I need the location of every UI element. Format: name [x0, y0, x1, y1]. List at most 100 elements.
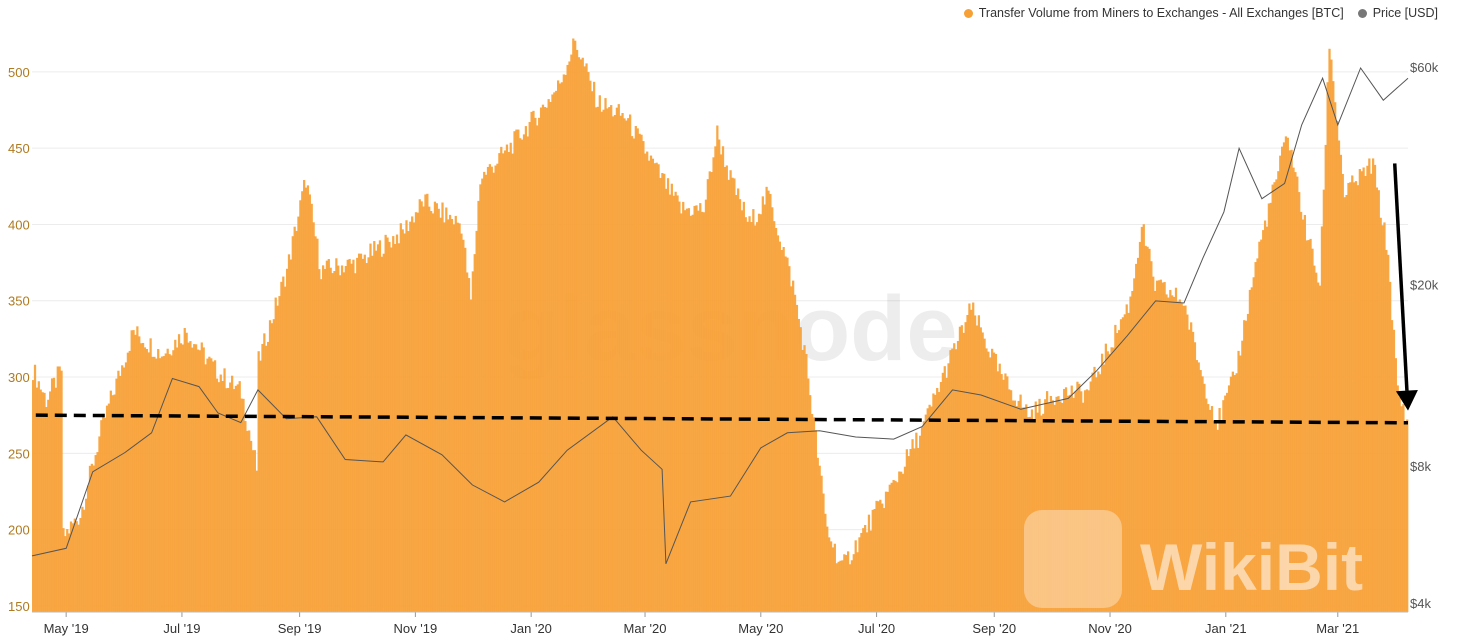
- volume-bar: [81, 506, 84, 612]
- volume-bar: [879, 499, 882, 612]
- volume-bar: [242, 398, 245, 612]
- volume-bar: [1059, 401, 1062, 612]
- volume-bar: [1083, 390, 1087, 612]
- volume-bar: [873, 508, 876, 612]
- volume-bar: [392, 236, 395, 612]
- volume-bar: [301, 191, 304, 613]
- volume-bar: [1190, 322, 1193, 612]
- volume-bar: [1125, 304, 1128, 612]
- volume-bar: [1044, 399, 1047, 612]
- volume-bar: [340, 265, 344, 612]
- volume-bar: [60, 370, 63, 612]
- volume-bar: [350, 263, 353, 612]
- volume-bar: [831, 547, 835, 612]
- volume-bar: [928, 404, 931, 612]
- volume-bar: [335, 258, 338, 612]
- volume-bar: [788, 266, 791, 612]
- volume-bar: [1311, 248, 1314, 612]
- volume-bar: [560, 82, 564, 612]
- volume-bar: [130, 330, 133, 612]
- volume-bar: [86, 485, 90, 612]
- volume-bar: [45, 407, 48, 612]
- volume-bar: [37, 381, 40, 612]
- volume-bar: [594, 107, 598, 612]
- volume-bar: [329, 267, 332, 612]
- volume-bar: [782, 247, 785, 612]
- volume-bar: [320, 279, 323, 612]
- volume-bar: [284, 286, 287, 612]
- volume-bar: [795, 304, 799, 612]
- volume-bar: [1165, 294, 1168, 612]
- volume-bar: [49, 391, 52, 612]
- volume-bar: [464, 247, 467, 612]
- volume-bar: [363, 254, 366, 612]
- volume-bar: [1053, 404, 1056, 612]
- volume-bar: [109, 390, 112, 612]
- volume-bar: [1178, 299, 1181, 612]
- volume-bar: [502, 153, 505, 612]
- legend-item-volume[interactable]: Transfer Volume from Miners to Exchanges…: [963, 6, 1344, 20]
- volume-bar: [1246, 313, 1250, 612]
- volume-bar: [1326, 82, 1329, 612]
- volume-bar: [922, 421, 926, 612]
- x-tick-label: Jan '20: [510, 621, 552, 636]
- volume-bar: [970, 309, 973, 612]
- volume-bar: [380, 256, 383, 612]
- volume-bar: [170, 355, 173, 612]
- volume-bar: [1167, 297, 1170, 612]
- volume-bar: [1114, 324, 1117, 612]
- y-right-tick-label: $4k: [1410, 596, 1431, 611]
- volume-bar: [337, 265, 340, 612]
- volume-bar: [647, 160, 651, 612]
- volume-bar: [147, 352, 150, 612]
- volume-bar: [937, 392, 941, 612]
- volume-bar: [854, 540, 857, 612]
- volume-bar: [953, 343, 956, 612]
- volume-bar: [799, 327, 802, 612]
- volume-bar: [674, 191, 677, 613]
- volume-bar: [693, 205, 696, 612]
- volume-bar: [1301, 219, 1305, 613]
- volume-bar: [744, 217, 747, 613]
- volume-bar: [132, 330, 135, 612]
- volume-bar: [960, 325, 963, 612]
- volume-bar: [176, 347, 179, 612]
- volume-bar: [1383, 222, 1386, 613]
- volume-bar: [593, 81, 596, 613]
- volume-bar: [820, 475, 823, 612]
- volume-bar: [77, 524, 80, 612]
- volume-bar: [325, 260, 329, 612]
- volume-bar: [856, 552, 859, 612]
- volume-bar: [773, 221, 776, 612]
- volume-bar: [100, 420, 103, 612]
- y-left-tick-label: 200: [8, 523, 30, 538]
- volume-bar: [638, 133, 641, 612]
- volume-bar: [274, 297, 277, 612]
- volume-bar: [837, 561, 840, 612]
- volume-bar: [735, 194, 738, 613]
- volume-bar: [596, 106, 600, 612]
- volume-bar: [244, 421, 247, 612]
- volume-bar: [767, 190, 770, 613]
- volume-bar: [1322, 189, 1325, 612]
- volume-bar: [888, 484, 891, 612]
- volume-bar: [265, 345, 268, 612]
- volume-bar: [1398, 397, 1401, 612]
- volume-bar: [1362, 167, 1365, 613]
- volume-bar: [780, 250, 783, 612]
- volume-bar: [386, 237, 389, 612]
- volume-bar: [183, 328, 186, 612]
- volume-bar: [951, 348, 954, 612]
- volume-bar: [727, 179, 730, 612]
- volume-bar: [1032, 422, 1035, 612]
- legend-item-price[interactable]: Price [USD]: [1357, 6, 1438, 20]
- volume-bar: [104, 417, 107, 612]
- volume-bar: [473, 254, 476, 612]
- volume-bar: [683, 210, 687, 612]
- legend-label-volume: Transfer Volume from Miners to Exchanges…: [978, 6, 1344, 20]
- volume-bar: [723, 166, 727, 613]
- volume-bar: [1387, 254, 1390, 612]
- volume-bar: [555, 90, 558, 613]
- volume-bar: [939, 382, 943, 612]
- volume-bar: [181, 344, 184, 612]
